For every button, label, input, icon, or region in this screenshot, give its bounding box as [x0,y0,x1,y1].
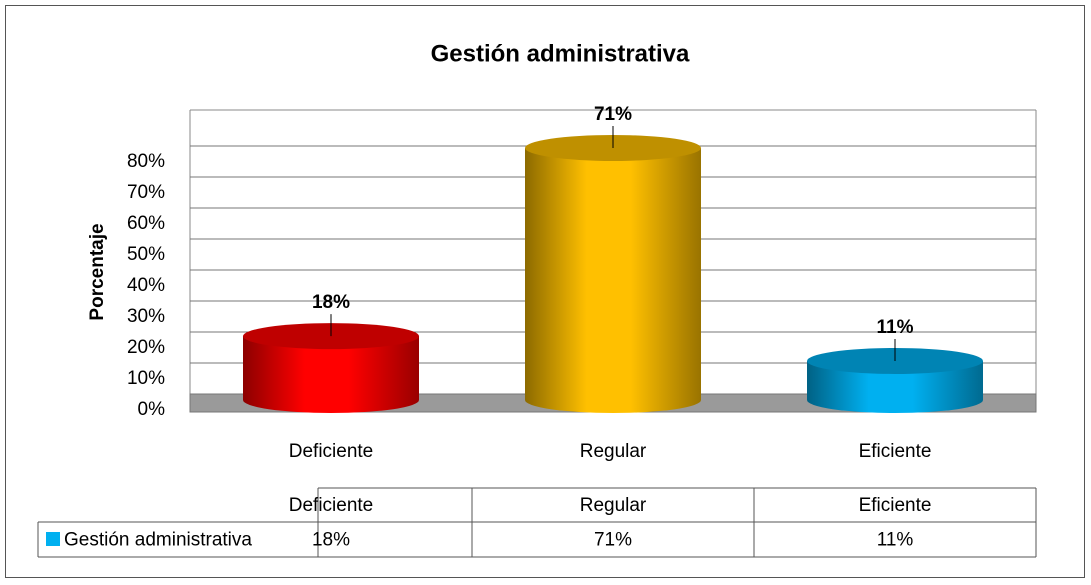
chart-title: Gestión administrativa [431,40,690,67]
y-tick-label: 0% [138,399,166,420]
x-tick-label: Deficiente [289,441,374,462]
table-header: Regular [580,495,647,516]
table-cell: 11% [877,530,914,551]
data-label: 18% [312,292,350,313]
x-tick-label: Regular [580,441,647,462]
y-tick-label: 30% [127,306,165,327]
y-tick-label: 80% [127,151,165,172]
table-cell: 18% [312,530,350,551]
table-header: Deficiente [289,495,374,516]
y-tick-label: 10% [127,368,165,389]
y-tick-label: 70% [127,182,165,203]
data-label: 71% [594,104,632,125]
y-axis-label: Porcentaje [87,223,108,320]
table-header: Eficiente [859,495,932,516]
legend-label: Gestión administrativa [64,530,252,551]
y-tick-label: 50% [127,244,165,265]
y-tick-label: 20% [127,337,165,358]
y-tick-label: 60% [127,213,165,234]
bar [525,147,701,400]
table-cell: 71% [594,530,632,551]
data-label: 11% [877,317,914,338]
legend-swatch [46,532,60,546]
y-tick-label: 40% [127,275,165,296]
x-tick-label: Eficiente [859,441,932,462]
